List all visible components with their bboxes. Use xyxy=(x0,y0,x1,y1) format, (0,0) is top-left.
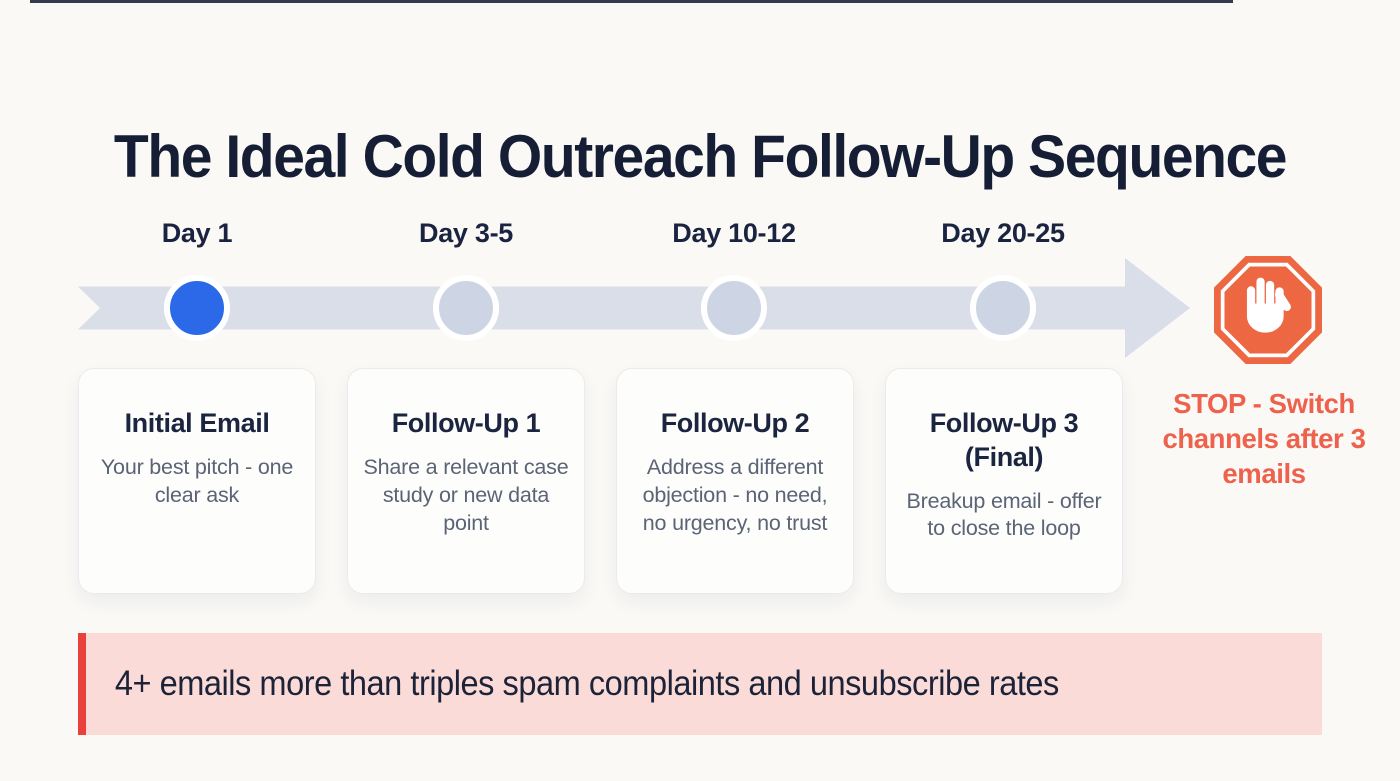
card-title: Follow-Up 1 xyxy=(391,408,541,438)
timeline-node-1 xyxy=(164,275,230,341)
card-description: Address a different objection - no need,… xyxy=(642,454,828,535)
day-label-4: Day 20-25 xyxy=(941,218,1065,248)
card-description: Share a relevant case study or new data … xyxy=(363,454,569,535)
timeline-node-3 xyxy=(701,275,767,341)
card-description: Breakup email - offer to close the loop xyxy=(906,488,1102,541)
day-label-2: Day 3-5 xyxy=(419,218,513,248)
warning-callout-banner: 4+ emails more than triples spam complai… xyxy=(78,633,1322,735)
stop-caption: STOP - Switch channels after 3 emails xyxy=(1162,388,1366,490)
top-border-line xyxy=(30,0,1233,3)
timeline-node-2 xyxy=(433,275,499,341)
timeline-arrow xyxy=(78,258,1190,358)
milestone-card-follow-up-1: Follow-Up 1 Share a relevant case study … xyxy=(347,368,585,594)
warning-callout-text: 4+ emails more than triples spam complai… xyxy=(114,664,1060,703)
card-title: Follow-Up 3 (Final) xyxy=(929,408,1079,472)
milestone-card-follow-up-2: Follow-Up 2 Address a different objectio… xyxy=(616,368,854,594)
card-title: Follow-Up 2 xyxy=(660,408,810,438)
day-label-3: Day 10-12 xyxy=(672,218,796,248)
hand-glyph xyxy=(1246,277,1291,333)
timeline-node-4 xyxy=(970,275,1036,341)
card-title: Initial Email xyxy=(124,408,270,438)
card-description: Your best pitch - one clear ask xyxy=(100,454,294,507)
milestone-card-follow-up-3-final: Follow-Up 3 (Final) Breakup email - offe… xyxy=(885,368,1123,594)
stop-hand-icon xyxy=(1214,256,1322,364)
milestone-card-initial-email: Initial Email Your best pitch - one clea… xyxy=(78,368,316,594)
day-label-1: Day 1 xyxy=(161,218,233,248)
page-title: The Ideal Cold Outreach Follow-Up Sequen… xyxy=(113,123,1288,191)
